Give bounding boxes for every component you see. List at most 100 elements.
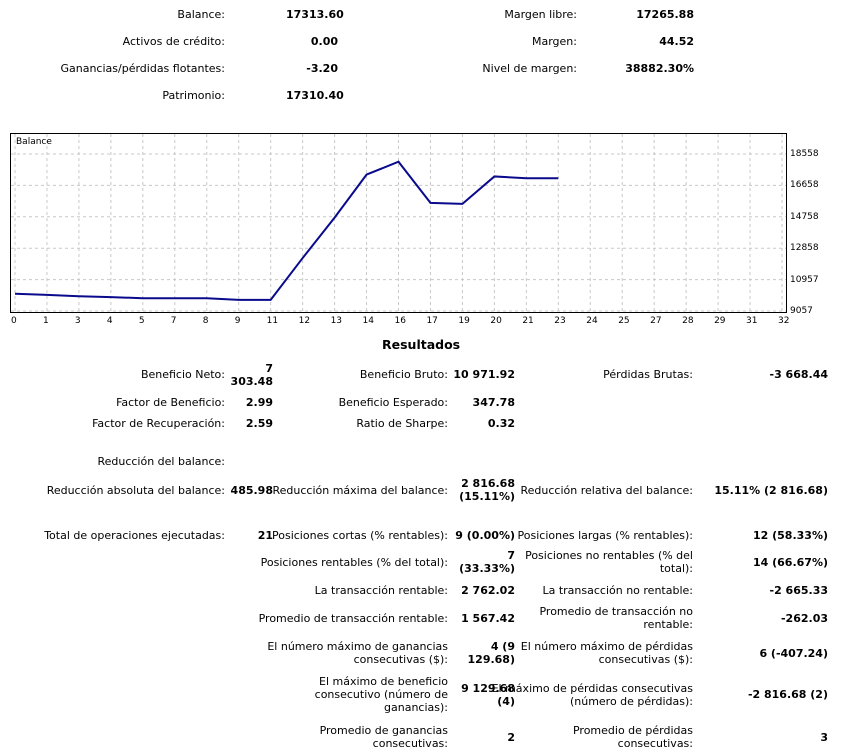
y-tick-label: 12858 [790,243,819,254]
balance-label: Balance: [177,8,225,21]
loss-trades-label-line2: total): [659,562,693,575]
recovery-factor-label: Factor de Recuperación: [92,417,225,430]
profit-factor-label: Factor de Beneficio: [116,396,225,409]
credit-value: 0.00 [310,35,338,48]
sharpe-ratio-value: 0.32 [487,417,515,430]
expected-payoff-value: 347.78 [472,396,515,409]
y-tick-label: 18558 [790,149,819,159]
avg-cons-wins-value: 2 [507,731,515,744]
gross-profit-label: Beneficio Bruto: [359,368,448,381]
x-tick-label: 29 [714,316,726,326]
net-profit-label: Beneficio Neto: [140,368,225,381]
max-cons-wins-label-line1: El número máximo de ganancias [267,640,448,653]
floating-pl-value: -3.20 [306,62,338,75]
max-cons-losses-label-line2: consecutivas ($): [598,653,693,666]
x-tick-label: 9 [234,316,241,326]
balance-value: 17313.60 [286,8,344,21]
profit-factor-value: 2.99 [245,396,273,409]
avg-cons-losses-label-line1: Promedio de pérdidas [572,724,693,737]
max-cons-losses-label-line1: El número máximo de pérdidas [520,640,693,653]
x-tick-label: 1 [42,316,49,326]
x-tick-label: 11 [266,316,279,326]
rel-drawdown-label: Reducción relativa del balance: [520,484,694,497]
net-profit-value-line1: 7 [265,362,273,375]
y-tick-label: 9057 [790,306,813,316]
x-tick-label: 7 [170,316,177,326]
x-tick-label: 19 [458,316,470,326]
x-tick-label: 14 [362,316,374,326]
total-trades-label: Total de operaciones ejecutadas: [44,529,225,542]
margin-value: 44.52 [659,35,694,48]
abs-drawdown-value: 485.98 [230,484,273,497]
x-tick-label: 25 [618,316,630,326]
margin-label: Margen: [532,35,577,48]
x-tick-label: 31 [746,316,758,326]
max-cons-losses-value: 6 (-407.24) [759,647,828,660]
long-positions-value: 12 (58.33%) [752,529,828,542]
profit-trades-value-line2: (33.33%) [459,562,515,575]
max-cons-loss-label-line2: (número de pérdidas): [569,695,693,708]
avg-loss-label-line1: Promedio de transacción no [539,605,693,618]
profit-trades-value-line1: 7 [507,549,515,562]
x-tick-label: 17 [426,316,438,326]
equity-label: Patrimonio: [162,89,225,102]
max-drawdown-value-line1: 2 816.68 [461,477,515,490]
x-tick-label: 3 [74,316,81,326]
largest-profit-label: La transacción rentable: [314,584,448,597]
max-cons-loss-label-line1: El máximo de pérdidas consecutivas [491,682,693,695]
avg-profit-value: 1 567.42 [461,612,515,625]
drawdown-heading: Reducción del balance: [97,455,225,468]
max-cons-profit-label-line3: ganancias): [384,701,448,714]
x-tick-label: 13 [330,316,343,326]
expected-payoff-label: Beneficio Esperado: [338,396,448,409]
largest-profit-value: 2 762.02 [461,584,515,597]
x-tick-label: 5 [138,316,145,326]
x-tick-label: 32 [778,316,790,326]
gross-loss-value: -3 668.44 [769,368,829,381]
profit-trades-label: Posiciones rentables (% del total): [260,556,448,569]
x-tick-label: 28 [682,316,694,326]
gross-loss-label: Pérdidas Brutas: [603,368,693,381]
short-positions-label: Posiciones cortas (% rentables): [272,529,448,542]
loss-trades-value: 14 (66.67%) [752,556,828,569]
x-tick-label: 23 [554,316,566,326]
x-tick-label: 21 [522,316,534,326]
avg-cons-losses-value: 3 [820,731,828,744]
sharpe-ratio-label: Ratio de Sharpe: [356,417,448,430]
max-drawdown-label: Reducción máxima del balance: [272,484,448,497]
max-cons-wins-label-line2: consecutivas ($): [353,653,448,666]
long-positions-label: Posiciones largas (% rentables): [517,529,693,542]
y-tick-label: 10957 [790,274,819,285]
x-tick-label: 16 [394,316,406,326]
recovery-factor-value: 2.59 [245,417,273,430]
free-margin-value: 17265.88 [636,8,694,21]
max-cons-loss-value: -2 816.68 (2) [747,688,828,701]
net-profit-value-line2: 303.48 [230,375,273,388]
margin-level-label: Nivel de margen: [482,62,577,75]
avg-cons-wins-label-line2: consecutivas: [372,737,448,750]
avg-loss-label-line2: rentable: [643,618,693,631]
avg-cons-wins-label-line1: Promedio de ganancias [319,724,448,737]
credit-label: Activos de crédito: [122,35,225,48]
x-tick-label: 8 [202,316,209,326]
balance-series-line [14,160,559,301]
avg-profit-label: Promedio de transacción rentable: [258,612,448,625]
largest-loss-label: La transacción no rentable: [542,584,693,597]
rel-drawdown-value: 15.11% (2 816.68) [714,484,828,497]
equity-value: 17310.40 [286,89,344,102]
x-tick-label: 20 [490,316,502,326]
max-cons-wins-value-line2: 129.68) [467,653,515,666]
short-positions-value: 9 (0.00%) [455,529,515,542]
x-tick-label: 12 [298,316,311,326]
chart-title: Balance [16,137,52,147]
max-cons-wins-value-line1: 4 (9 [490,640,515,653]
x-tick-label: 27 [650,316,662,326]
y-tick-label: 14758 [790,211,819,222]
results-title: Resultados [382,337,461,352]
balance-chart [10,133,787,313]
y-tick-label: 16658 [790,180,819,191]
max-drawdown-value-line2: (15.11%) [459,490,515,503]
max-cons-profit-label-line2: consecutivo (número de [314,688,448,701]
avg-cons-losses-label-line2: consecutivas: [617,737,693,750]
margin-level-value: 38882.30% [625,62,694,75]
